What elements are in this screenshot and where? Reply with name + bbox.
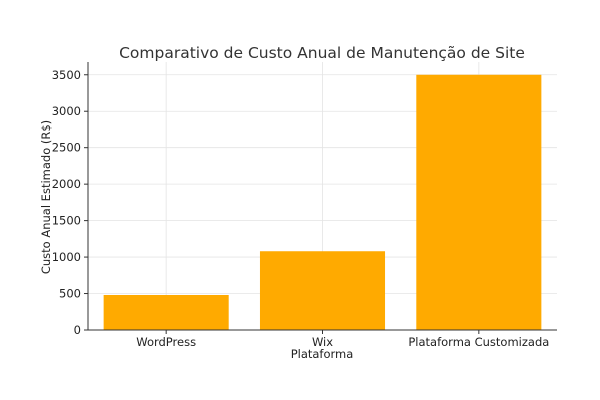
y-tick-label: 3000 xyxy=(52,104,81,118)
x-tick-label: WordPress xyxy=(136,335,196,349)
bar-plataforma-customizada xyxy=(416,74,542,330)
y-ticks: 0 500 1000 1500 2000 2500 3000 3500 xyxy=(52,68,88,337)
x-axis-label: Plataforma xyxy=(291,347,354,361)
chart-title: Comparativo de Custo Anual de Manutenção… xyxy=(119,44,525,62)
y-tick-label: 500 xyxy=(59,287,81,301)
bar-wix xyxy=(259,251,386,330)
y-tick-label: 1000 xyxy=(52,250,81,264)
x-ticks: WordPress Wix Plataforma Customizada xyxy=(136,330,549,349)
x-tick-label: Wix xyxy=(312,335,333,349)
y-tick-label: 2500 xyxy=(52,141,81,155)
y-tick-label: 3500 xyxy=(52,68,81,82)
x-tick-label: Plataforma Customizada xyxy=(408,335,549,349)
bars xyxy=(103,74,542,330)
y-tick-label: 0 xyxy=(74,323,81,337)
bar-wordpress xyxy=(103,294,229,330)
y-tick-label: 1500 xyxy=(52,214,81,228)
y-axis-label: Custo Anual Estimado (R$) xyxy=(39,120,53,274)
y-tick-label: 2000 xyxy=(52,177,81,191)
